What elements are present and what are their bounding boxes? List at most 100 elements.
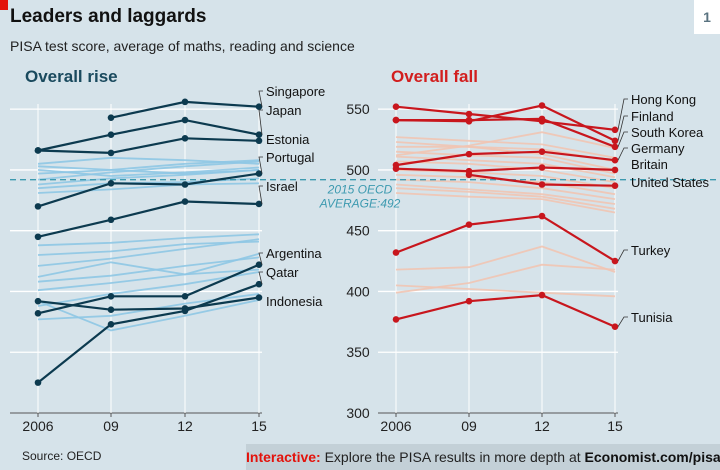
leader-line-argentina xyxy=(258,252,263,265)
x-tick-label: 2006 xyxy=(380,418,411,434)
series-line-turkey xyxy=(395,214,616,263)
interactive-link[interactable]: Economist.com/pisa15 xyxy=(584,449,720,465)
series-line-south-korea xyxy=(396,117,616,148)
series-line-indonesia xyxy=(37,296,260,311)
other-series-line xyxy=(37,256,260,283)
series-label-indonesia: Indonesia xyxy=(266,294,323,309)
leader-line-israel xyxy=(258,185,263,205)
point-singapore xyxy=(255,103,263,111)
other-series-line xyxy=(37,238,260,267)
other-series-line xyxy=(395,245,616,273)
point-portugal xyxy=(181,181,189,188)
series-label-japan: Japan xyxy=(266,103,301,118)
other-series-line xyxy=(395,131,616,157)
point-portugal xyxy=(34,203,42,210)
point-tunisia xyxy=(392,316,400,323)
point-tunisia xyxy=(611,323,619,331)
point-germany xyxy=(538,148,546,155)
point-portugal xyxy=(107,179,115,187)
leader-line-south-korea xyxy=(617,131,628,147)
series-label-estonia: Estonia xyxy=(266,132,310,147)
point-indonesia xyxy=(181,305,189,312)
y-tick-label: 350 xyxy=(346,344,370,360)
point-portugal xyxy=(255,170,263,177)
series-label-qatar: Qatar xyxy=(266,265,299,280)
point-britain xyxy=(392,165,400,173)
other-series-line xyxy=(395,150,616,175)
series-label-finland: Finland xyxy=(631,109,674,124)
point-hong-kong xyxy=(392,103,400,111)
other-series-line xyxy=(37,160,260,181)
other-series-line xyxy=(395,136,616,159)
point-estonia xyxy=(107,149,115,157)
series-line-britain xyxy=(395,166,616,173)
leader-line-hong-kong xyxy=(617,98,628,130)
panel-title-rise: Overall rise xyxy=(25,67,118,86)
leader-line-singapore xyxy=(258,90,263,107)
x-tick-label: 15 xyxy=(251,418,267,434)
point-israel xyxy=(34,233,42,241)
point-estonia xyxy=(181,135,189,142)
other-series-line xyxy=(395,187,616,210)
point-united-states xyxy=(611,182,619,190)
point-south-korea xyxy=(538,115,546,123)
y-tick-label: 550 xyxy=(346,101,370,117)
series-line-japan xyxy=(37,118,260,152)
point-britain xyxy=(538,164,546,171)
point-japan xyxy=(181,116,189,124)
interactive-link-bar[interactable]: Interactive: Explore the PISA results in… xyxy=(246,444,720,470)
series-line-qatar xyxy=(37,283,260,384)
x-tick-label: 09 xyxy=(461,418,477,434)
point-argentina xyxy=(181,293,189,300)
leader-line-portugal xyxy=(258,156,263,174)
other-series-line xyxy=(37,240,260,256)
series-line-estonia xyxy=(37,137,260,155)
other-series-line xyxy=(395,169,616,190)
point-indonesia xyxy=(107,306,115,313)
point-singapore xyxy=(181,98,189,106)
point-turkey xyxy=(611,257,619,265)
series-label-singapore: Singapore xyxy=(266,84,325,99)
point-finland xyxy=(611,137,619,145)
other-series-line xyxy=(395,183,616,205)
point-singapore xyxy=(107,114,115,121)
point-britain xyxy=(611,166,619,174)
series-line-hong-kong xyxy=(395,105,616,131)
oecd-average-value: AVERAGE:492 xyxy=(319,197,401,211)
series-label-germany: Germany xyxy=(631,141,685,156)
series-label-turkey: Turkey xyxy=(631,243,671,258)
series-label-argentina: Argentina xyxy=(266,246,322,261)
leader-line-germany xyxy=(617,147,628,161)
x-tick-label: 12 xyxy=(177,418,193,434)
point-japan xyxy=(255,131,263,138)
oecd-average-label: 2015 OECD xyxy=(327,183,393,197)
point-finland xyxy=(538,102,546,109)
other-series-line xyxy=(37,159,260,175)
point-israel xyxy=(107,216,115,224)
point-argentina xyxy=(107,293,115,300)
other-series-line xyxy=(395,178,616,200)
leader-line-qatar xyxy=(258,271,263,285)
point-germany xyxy=(611,156,619,164)
x-tick-label: 09 xyxy=(103,418,119,434)
series-label-israel: Israel xyxy=(266,179,298,194)
point-israel xyxy=(255,200,263,208)
point-estonia xyxy=(34,147,42,154)
y-tick-label: 300 xyxy=(346,405,370,421)
other-series-line xyxy=(37,233,260,247)
point-tunisia xyxy=(465,297,473,305)
series-line-israel xyxy=(37,200,260,238)
point-argentina xyxy=(34,310,42,317)
other-series-line xyxy=(395,155,616,179)
other-series-line xyxy=(37,182,260,194)
series-line-germany xyxy=(395,150,616,167)
other-series-line xyxy=(37,165,260,175)
other-series-line xyxy=(395,192,616,214)
point-japan xyxy=(107,131,115,138)
y-tick-label: 500 xyxy=(346,162,370,178)
other-series-line xyxy=(37,299,260,332)
point-indonesia xyxy=(255,294,263,301)
point-south-korea xyxy=(611,143,619,151)
point-south-korea xyxy=(465,116,473,124)
series-label-portugal: Portugal xyxy=(266,150,315,165)
